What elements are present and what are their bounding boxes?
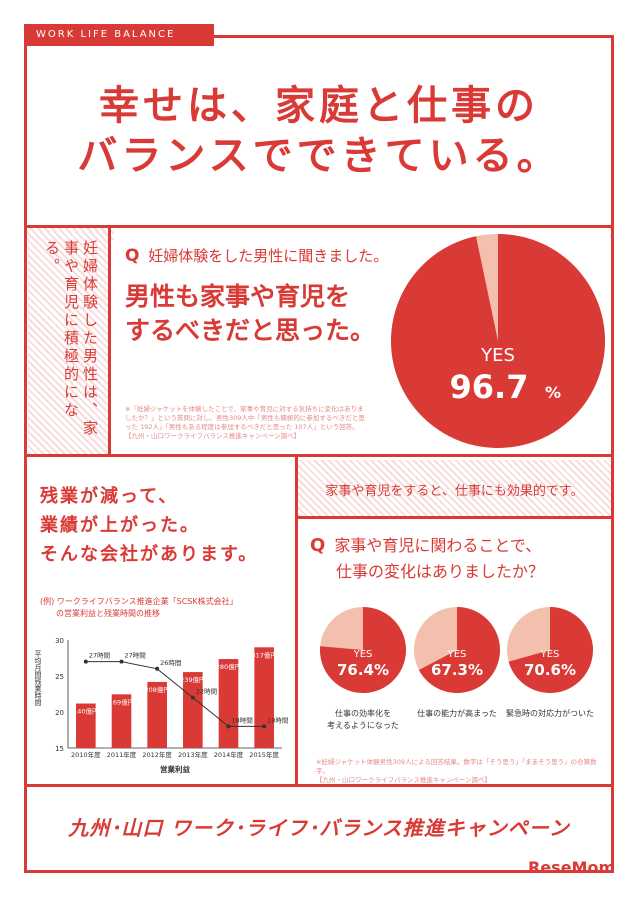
pie-caption: 仕事の効率化を 考えるようになった xyxy=(327,709,399,730)
pie-caption: 仕事の能力が高まった xyxy=(417,709,497,718)
y-axis-label: 平均月間残業時間 xyxy=(34,650,42,707)
line-point xyxy=(226,724,231,729)
divider xyxy=(295,457,298,784)
line-point xyxy=(190,695,195,700)
divider xyxy=(24,454,614,457)
pie-label: YES xyxy=(480,345,515,366)
headline-1: 男性も家事や育児を するべきだと思った。 xyxy=(125,282,376,345)
line-point xyxy=(119,659,124,664)
pie-caption: 緊急時の対応力がついた xyxy=(506,709,594,718)
bar-label: 140億円 xyxy=(73,707,98,716)
chart-caption: (例) ワークライフバランス推進企業「SCSK株式会社」 の営業利益と残業時間の… xyxy=(40,597,238,618)
line-label: 18時間 xyxy=(267,716,288,724)
bar-label: 208億円 xyxy=(144,685,169,694)
line-point xyxy=(83,659,88,664)
bar xyxy=(183,672,203,748)
banner-hatch xyxy=(298,460,611,516)
side-text: 妊婦体験した男性は、家事や育児に積極的になる。 xyxy=(43,240,99,438)
pie-value: 76.4% xyxy=(337,661,389,679)
y-tick-label: 25 xyxy=(55,673,64,681)
line-label: 26時間 xyxy=(160,659,181,667)
question-1: Q 妊婦体験をした男性に聞きました。 xyxy=(125,246,389,266)
line-label: 22時間 xyxy=(196,688,217,696)
question-2: Q 家事や育児に関わることで、 仕事の変化はありましたか？ xyxy=(310,535,545,581)
bar xyxy=(147,681,167,748)
line-label: 27時間 xyxy=(89,652,110,660)
pie-value: 67.3% xyxy=(431,661,483,679)
pie-unit: % xyxy=(545,383,561,402)
bar xyxy=(218,659,239,748)
title-line2: バランスでできている。 xyxy=(77,133,561,179)
bar-label: 280億円 xyxy=(216,662,241,671)
note-2: ※妊婦ジャケット体験男性309人による回答結果。数字は「そう思う」「まあそう思う… xyxy=(316,758,597,784)
bar-chart: 15 20 25 30 平均月間残業時間 140億円 2010年度 169億円 2011年度 20… xyxy=(34,637,288,774)
pie-value: 70.6% xyxy=(524,661,576,679)
pie-slice-yes xyxy=(391,234,605,448)
x-tick-label: 2014年度 xyxy=(214,750,244,759)
line-series xyxy=(85,661,265,727)
banner-text: 家事や育児をすると、仕事にも効果的です。 xyxy=(325,484,584,499)
bar-label: 317億円 xyxy=(251,650,276,659)
y-tick-label: 30 xyxy=(55,637,64,645)
watermark: ReseMom xyxy=(528,858,616,877)
pie-slice-yes xyxy=(320,607,406,693)
line-label: 18時間 xyxy=(232,716,253,724)
divider xyxy=(24,784,614,787)
bar-label: 169億円 xyxy=(109,697,134,706)
pie-chart-large: YES 96.7 % xyxy=(391,234,605,448)
pie-slice-yes xyxy=(508,607,593,693)
x-tick-label: 2012年度 xyxy=(142,750,172,759)
pie-slice-yes xyxy=(418,607,500,693)
q-mark: Q xyxy=(125,246,140,266)
pie-label: YES xyxy=(540,649,560,660)
side-panel xyxy=(28,232,108,454)
line-point xyxy=(155,666,160,671)
campaign-logo: 九州･山口 ワーク･ライフ･バランス推進キャンペーン xyxy=(68,816,570,840)
pie-label: YES xyxy=(447,649,467,660)
divider xyxy=(295,516,614,519)
bar-label: 239億円 xyxy=(180,675,205,684)
section2-heading: 残業が減って、 業績が上がった。 そんな会社があります。 xyxy=(40,486,259,565)
bar xyxy=(111,694,132,748)
divider xyxy=(108,228,111,454)
x-tick-label: 2013年度 xyxy=(178,750,208,759)
q-mark: Q xyxy=(310,535,326,556)
bar xyxy=(254,647,274,748)
x-tick-label: 2015年度 xyxy=(249,750,279,759)
x-tick-label: 2010年度 xyxy=(71,750,101,759)
y-tick-label: 15 xyxy=(55,745,64,753)
note-1: ※「妊婦ジャケットを体験したことで、家事や育児に対する気持ちに変化はありましたか… xyxy=(125,405,365,440)
line-label: 27時間 xyxy=(125,652,146,660)
title-line1: 幸せは、家庭と仕事の xyxy=(99,83,539,129)
y-tick-label: 20 xyxy=(55,709,64,717)
line-point xyxy=(262,724,267,729)
divider xyxy=(24,225,614,228)
pie-label: YES xyxy=(353,649,373,660)
header-tag: WORK LIFE BALANCE DATA xyxy=(24,24,214,62)
pie-value: 96.7 xyxy=(450,368,529,406)
bar xyxy=(76,703,96,748)
x-axis-label: 営業利益 xyxy=(160,764,190,774)
x-tick-label: 2011年度 xyxy=(107,750,137,759)
